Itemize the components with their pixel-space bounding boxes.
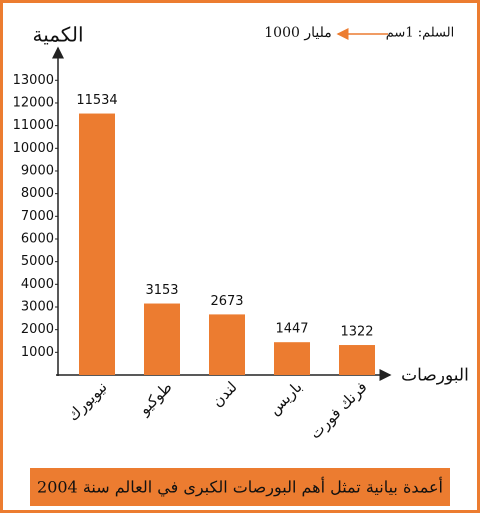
y-tick-label: 8000 bbox=[21, 186, 54, 201]
caption-box bbox=[30, 468, 450, 506]
y-tick-label: 6000 bbox=[21, 231, 54, 246]
data-label: 3153 bbox=[145, 283, 178, 298]
data-label: 11534 bbox=[76, 93, 117, 108]
y-tick-label: 3000 bbox=[21, 299, 54, 314]
data-label: 2673 bbox=[210, 294, 243, 309]
y-tick-label: 10000 bbox=[13, 141, 54, 156]
bar bbox=[144, 303, 180, 375]
caption: أعمدة بيانية تمثل أهم البورصات الكبرى في… bbox=[37, 477, 443, 497]
scale-label: السلم: 1سم bbox=[386, 26, 454, 41]
y-tick-label: 1000 bbox=[21, 345, 54, 360]
y-tick-label: 5000 bbox=[21, 254, 54, 269]
bar bbox=[339, 345, 375, 375]
y-tick-label: 4000 bbox=[21, 277, 54, 292]
bar bbox=[274, 342, 310, 375]
y-tick-label: 12000 bbox=[13, 95, 54, 110]
scale-value: 1000 مليار bbox=[264, 25, 331, 41]
x-axis-label: البورصات bbox=[401, 366, 469, 386]
y-tick-label: 9000 bbox=[21, 163, 54, 178]
y-tick-label: 11000 bbox=[13, 118, 54, 133]
y-tick-label: 2000 bbox=[21, 322, 54, 337]
y-tick-label: 13000 bbox=[13, 73, 54, 88]
data-label: 1322 bbox=[340, 325, 373, 340]
y-tick-label: 7000 bbox=[21, 209, 54, 224]
bar bbox=[79, 113, 115, 376]
bar bbox=[209, 314, 245, 375]
y-axis-label: الكمية bbox=[32, 23, 83, 47]
data-label: 1447 bbox=[275, 322, 308, 337]
